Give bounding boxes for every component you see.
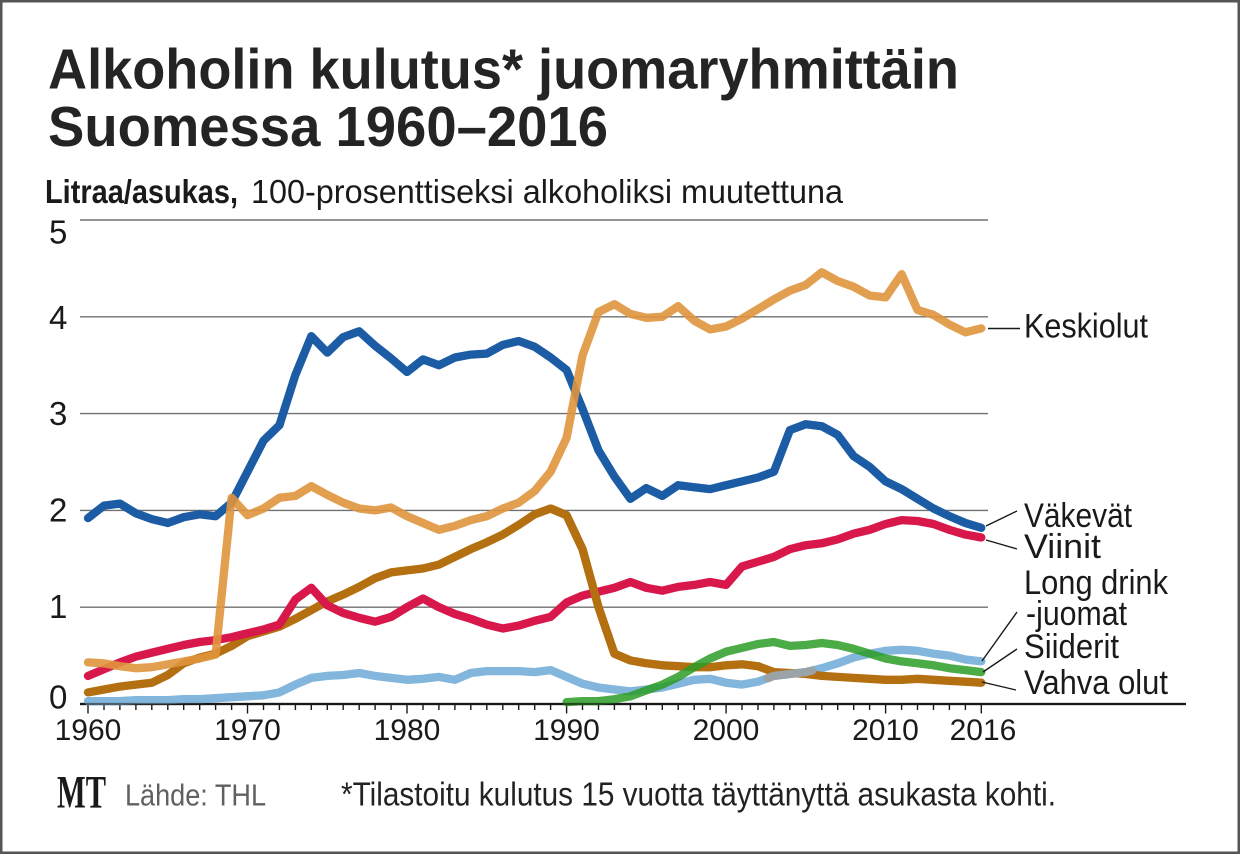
svg-text:2010: 2010 (852, 714, 919, 747)
svg-text:5: 5 (49, 214, 67, 251)
svg-text:Viinit: Viinit (1024, 528, 1102, 566)
svg-text:1990: 1990 (533, 714, 600, 747)
svg-text:2016: 2016 (950, 714, 1017, 747)
svg-text:Litraa/asukas,: Litraa/asukas, (45, 173, 238, 210)
svg-text:1980: 1980 (374, 714, 441, 747)
svg-text:MT: MT (57, 767, 106, 819)
svg-text:Lähde: THL: Lähde: THL (125, 778, 266, 813)
svg-text:0: 0 (49, 678, 67, 715)
svg-text:100-prosenttiseksi alkoholiksi: 100-prosenttiseksi alkoholiksi muutettun… (251, 173, 844, 210)
svg-text:2: 2 (49, 492, 67, 529)
svg-text:3: 3 (49, 395, 67, 432)
svg-text:Vahva olut: Vahva olut (1024, 664, 1168, 702)
svg-text:-juomat: -juomat (1026, 595, 1127, 633)
svg-text:Long drink: Long drink (1024, 564, 1169, 602)
svg-text:Alkoholin kulutus* juomaryhmit: Alkoholin kulutus* juomaryhmittäin (48, 38, 959, 102)
svg-text:4: 4 (49, 299, 67, 336)
svg-text:Keskiolut: Keskiolut (1024, 308, 1148, 346)
svg-text:1960: 1960 (55, 714, 122, 747)
svg-text:2000: 2000 (693, 714, 760, 747)
svg-text:1: 1 (49, 588, 67, 625)
svg-text:Suomessa 1960–2016: Suomessa 1960–2016 (48, 95, 608, 159)
svg-text:1970: 1970 (214, 714, 281, 747)
svg-text:Siiderit: Siiderit (1024, 628, 1119, 666)
svg-text:Väkevät: Väkevät (1024, 497, 1132, 535)
svg-text:*Tilastoitu kulutus 15 vuotta: *Tilastoitu kulutus 15 vuotta täyttänytt… (341, 776, 1056, 813)
